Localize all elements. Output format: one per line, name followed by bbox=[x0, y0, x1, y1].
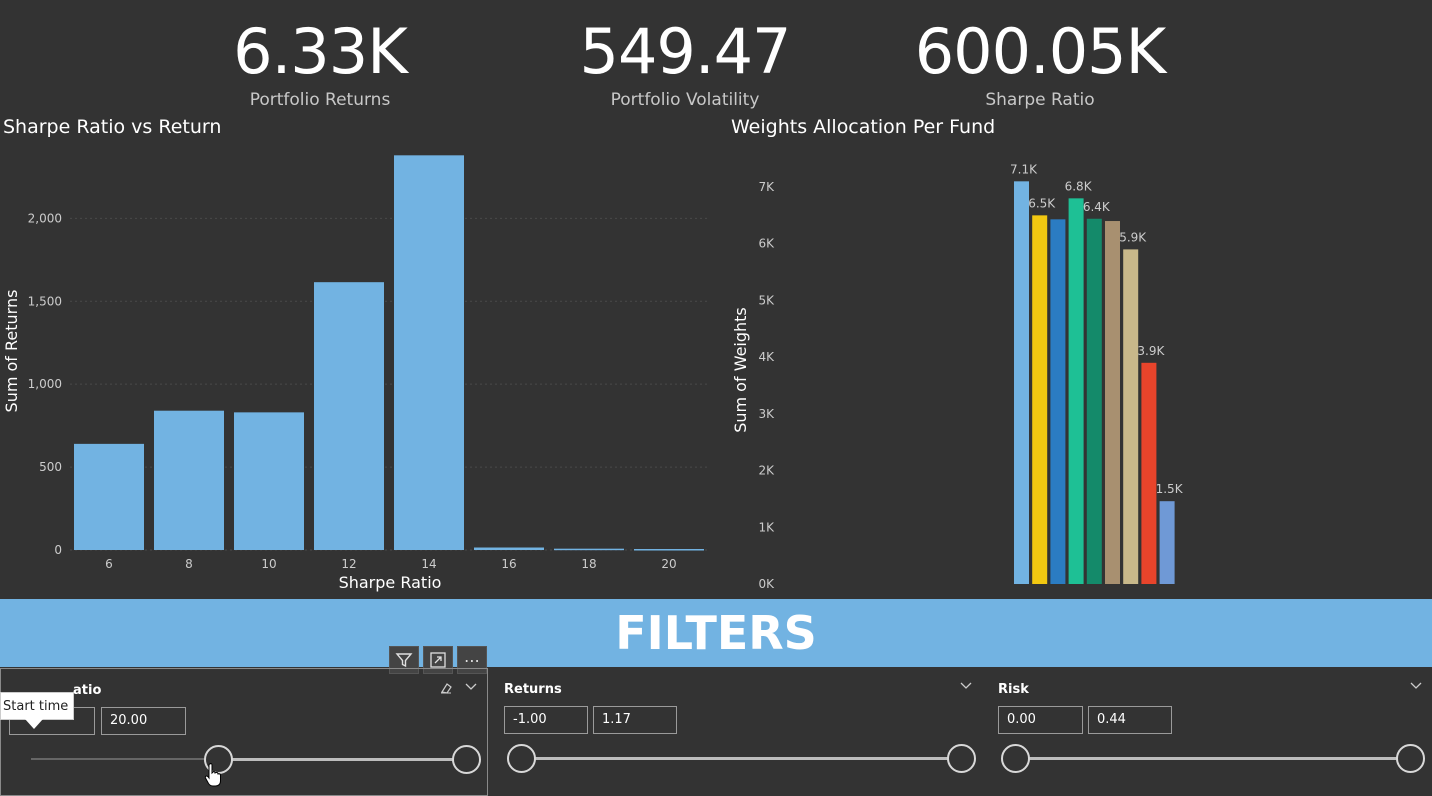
slider-min-handle[interactable] bbox=[1001, 744, 1030, 773]
bar[interactable] bbox=[74, 443, 144, 550]
x-tick-label: 12 bbox=[341, 557, 356, 571]
data-label: 7.1K bbox=[1010, 162, 1038, 176]
data-label: 5.9K bbox=[1119, 230, 1147, 244]
data-label: 3.9K bbox=[1137, 344, 1165, 358]
kpi-value: 549.47 bbox=[579, 15, 792, 88]
bar[interactable] bbox=[1086, 218, 1102, 584]
tooltip-start-time: Start time bbox=[0, 692, 74, 729]
weights-allocation-chart[interactable]: 0K 1K 2K 3K 4K 5K 6K 7K Sum of Weights 7.1K 6.5K 6.… bbox=[716, 140, 1432, 598]
slicer-title: atio bbox=[73, 683, 102, 698]
slicer-min-input[interactable]: 0.00 bbox=[998, 706, 1083, 734]
kpi-label: Portfolio Returns bbox=[249, 90, 391, 110]
slider-max-handle[interactable] bbox=[947, 744, 976, 773]
slicer-max-input[interactable]: 20.00 bbox=[101, 707, 186, 735]
bar[interactable] bbox=[1032, 215, 1048, 584]
bar[interactable] bbox=[394, 155, 464, 551]
x-tick-label: 10 bbox=[261, 557, 276, 571]
slider-max-handle[interactable] bbox=[1396, 744, 1425, 773]
bar[interactable] bbox=[154, 410, 224, 550]
y-tick-label: 3K bbox=[758, 407, 775, 421]
slicer-max-input[interactable]: 0.44 bbox=[1088, 706, 1172, 734]
slicer-title: Risk bbox=[998, 682, 1029, 697]
y-tick-label: 2K bbox=[758, 464, 775, 478]
y-tick-label: 4K bbox=[758, 350, 775, 364]
sharpe-vs-return-chart[interactable]: 0 500 1,000 1,500 2,000 6 8 10 12 14 16 18 20 Sharpe … bbox=[0, 140, 716, 598]
kpi-portfolio-volatility: 549.47 Portfolio Volatility bbox=[560, 14, 810, 110]
kpi-value: 6.33K bbox=[233, 15, 408, 88]
y-tick-label: 6K bbox=[758, 237, 775, 251]
slider-max-handle[interactable] bbox=[452, 745, 481, 774]
kpi-value: 600.05K bbox=[914, 15, 1167, 88]
slicer-title: Returns bbox=[504, 682, 562, 697]
x-tick-label: 8 bbox=[185, 557, 193, 571]
data-label: 1.5K bbox=[1156, 482, 1184, 496]
x-tick-label: 6 bbox=[105, 557, 113, 571]
filters-banner: FILTERS bbox=[0, 599, 1432, 667]
chart-title-sharpe-vs-return: Sharpe Ratio vs Return bbox=[3, 116, 222, 138]
kpi-portfolio-returns: 6.33K Portfolio Returns bbox=[220, 14, 420, 110]
chevron-down-icon[interactable] bbox=[465, 679, 477, 695]
slider-track[interactable] bbox=[522, 757, 962, 760]
kpi-label: Sharpe Ratio bbox=[985, 90, 1095, 110]
y-tick-label: 0K bbox=[758, 577, 775, 591]
bar[interactable] bbox=[1105, 221, 1120, 584]
kpi-sharpe-ratio: 600.05K Sharpe Ratio bbox=[900, 14, 1180, 110]
chart-title-weights-allocation: Weights Allocation Per Fund bbox=[731, 116, 996, 138]
data-label: 6.8K bbox=[1065, 179, 1093, 193]
bar[interactable] bbox=[1159, 501, 1175, 584]
bar[interactable] bbox=[234, 412, 304, 550]
hand-cursor-icon bbox=[204, 762, 222, 794]
bar[interactable] bbox=[554, 548, 624, 551]
slicer-risk: Risk 0.00 0.44 bbox=[990, 668, 1432, 796]
bar[interactable] bbox=[1141, 362, 1157, 584]
y-axis-label: Sum of Weights bbox=[731, 307, 750, 433]
filter-icon[interactable] bbox=[389, 646, 419, 674]
y-tick-label: 5K bbox=[758, 293, 775, 307]
chevron-down-icon[interactable] bbox=[960, 678, 972, 694]
y-tick-label: 1K bbox=[758, 520, 775, 534]
slicer-min-input[interactable]: -1.00 bbox=[504, 706, 588, 734]
bar[interactable] bbox=[1050, 219, 1066, 584]
y-tick-label: 7K bbox=[758, 180, 775, 194]
focus-mode-icon[interactable] bbox=[423, 646, 453, 674]
x-tick-label: 16 bbox=[501, 557, 516, 571]
x-tick-label: 18 bbox=[581, 557, 596, 571]
slicer-returns: Returns -1.00 1.17 bbox=[496, 668, 982, 796]
y-tick-label: 500 bbox=[39, 460, 62, 474]
bar[interactable] bbox=[314, 282, 384, 550]
y-tick-label: 1,000 bbox=[28, 377, 62, 391]
y-tick-label: 0 bbox=[54, 543, 62, 557]
bar[interactable] bbox=[1014, 181, 1029, 585]
eraser-icon[interactable] bbox=[439, 681, 453, 699]
bar[interactable] bbox=[1123, 249, 1139, 584]
bar[interactable] bbox=[1068, 198, 1084, 584]
y-tick-label: 2,000 bbox=[28, 211, 62, 225]
y-tick-label: 1,500 bbox=[28, 294, 62, 308]
chevron-down-icon[interactable] bbox=[1410, 678, 1422, 694]
y-axis-label: Sum of Returns bbox=[2, 290, 21, 413]
more-options-icon[interactable]: ⋯ bbox=[457, 646, 487, 674]
slicer-max-input[interactable]: 1.17 bbox=[593, 706, 677, 734]
x-tick-label: 20 bbox=[661, 557, 676, 571]
slider-track[interactable] bbox=[219, 758, 467, 761]
data-label: 6.4K bbox=[1083, 200, 1111, 214]
visual-header-toolbar: ⋯ bbox=[389, 646, 487, 674]
bar[interactable] bbox=[634, 549, 704, 551]
x-tick-label: 14 bbox=[421, 557, 436, 571]
data-label: 6.5K bbox=[1028, 196, 1056, 210]
slider-track-inactive bbox=[31, 758, 219, 760]
slicer-sharpe-ratio: atio 20.00 bbox=[0, 668, 488, 796]
slider-track[interactable] bbox=[1016, 757, 1410, 760]
slider-min-handle[interactable] bbox=[507, 744, 536, 773]
bar[interactable] bbox=[474, 547, 544, 550]
x-axis-label: Sharpe Ratio bbox=[339, 573, 442, 592]
kpi-label: Portfolio Volatility bbox=[610, 90, 760, 110]
filters-banner-label: FILTERS bbox=[615, 606, 817, 660]
